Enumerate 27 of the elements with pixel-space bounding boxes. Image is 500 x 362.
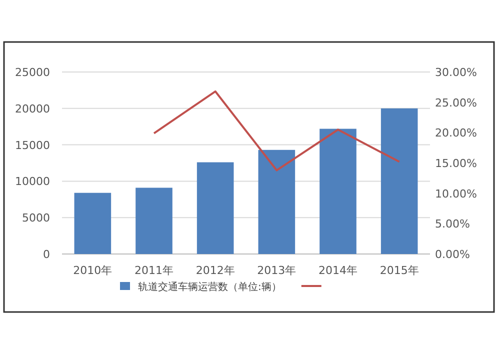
y2-tick-label: 20.00% <box>435 126 477 140</box>
y-tick-label: 20000 <box>15 102 50 116</box>
y2-tick-label: 5.00% <box>435 218 470 231</box>
x-tick-label: 2010年 <box>73 264 112 277</box>
y-tick-label: 25000 <box>15 66 50 79</box>
bar <box>74 192 112 254</box>
bar <box>196 162 234 254</box>
y-tick-label: 15000 <box>15 138 50 152</box>
y-tick-label: 5000 <box>22 212 50 225</box>
x-tick-label: 2011年 <box>134 264 174 277</box>
y-tick-label: 0 <box>43 248 50 261</box>
x-tick-label: 2014年 <box>318 264 358 277</box>
legend-label: 轨道交通车辆运营数（单位:辆） <box>138 281 282 293</box>
bar <box>320 128 356 254</box>
y2-tick-label: 10.00% <box>435 187 477 200</box>
x-tick-label: 2012年 <box>196 264 235 277</box>
x-tick-label: 2015年 <box>380 264 419 277</box>
y-tick-label: 10000 <box>15 175 50 188</box>
bar <box>380 108 418 254</box>
line-series <box>153 90 400 172</box>
bar <box>258 150 296 254</box>
y2-tick-label: 30.00% <box>435 66 477 79</box>
y2-tick-label: 0.00% <box>435 248 470 261</box>
x-tick-label: 2013年 <box>257 264 296 277</box>
bar <box>136 188 172 254</box>
y2-tick-label: 15.00% <box>435 157 477 170</box>
y2-tick-label: 25.00% <box>435 96 477 110</box>
